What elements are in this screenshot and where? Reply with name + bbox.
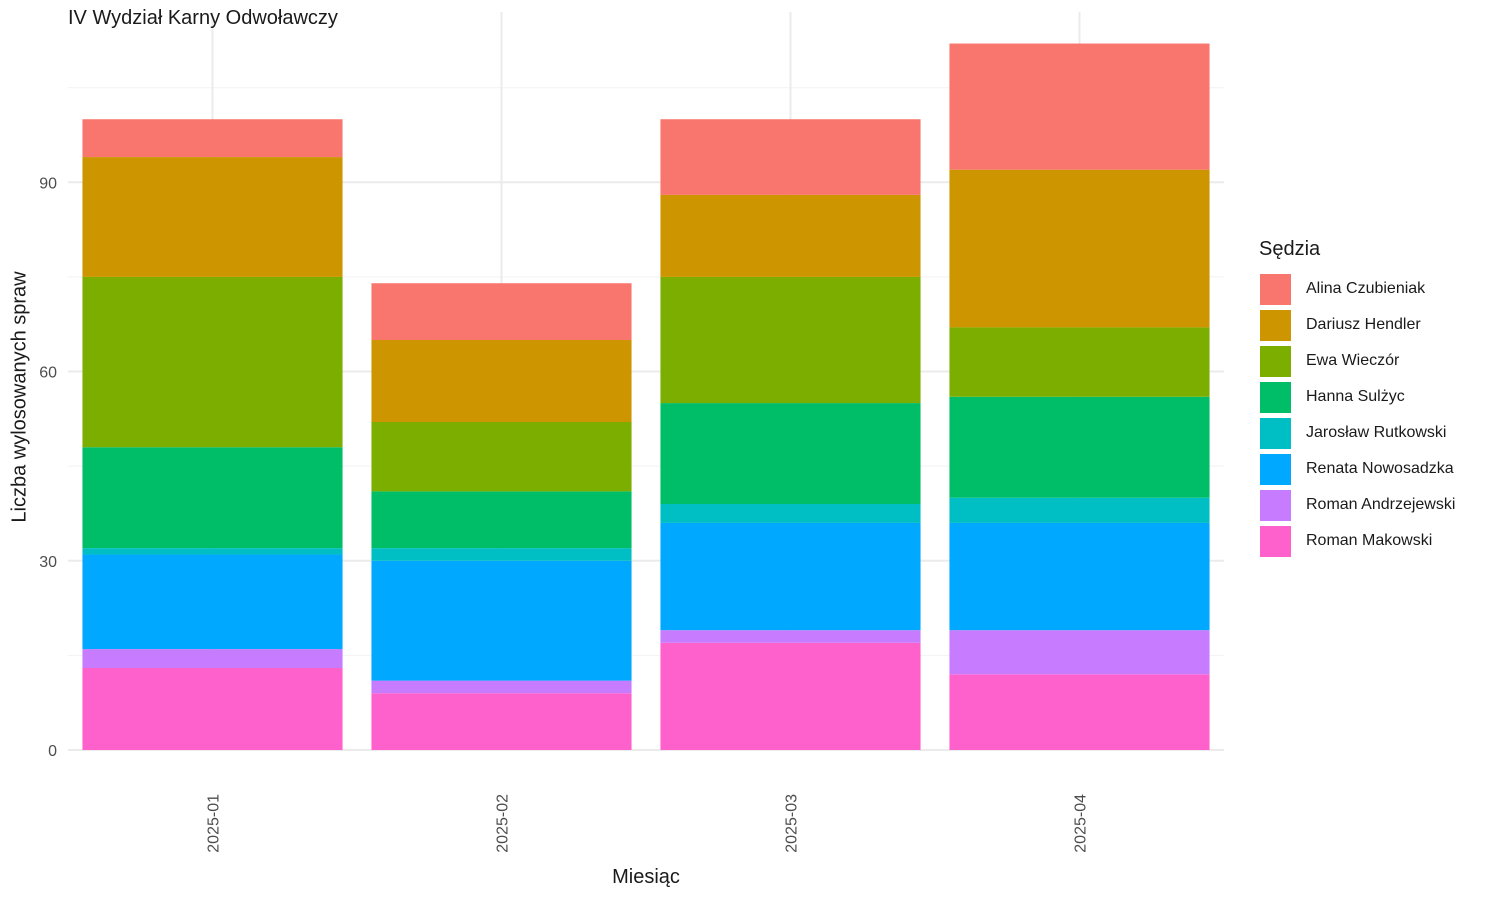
bar-segment [660, 276, 921, 404]
bar-segment [82, 157, 343, 277]
bar-segment [371, 693, 632, 750]
bar-segment [371, 491, 632, 549]
bar-segment [82, 554, 343, 650]
bar-segment [660, 504, 921, 523]
bar-segment [371, 548, 632, 561]
y-tick-label: 90 [39, 175, 57, 192]
bar-segment [371, 680, 632, 694]
legend-label: Jarosław Rutkowski [1306, 424, 1447, 441]
x-tick-label: 2025-03 [784, 794, 801, 853]
bar-segment [949, 43, 1210, 170]
legend-title: Sędzia [1259, 238, 1321, 260]
bar-segment [660, 642, 921, 750]
legend-label: Renata Nowosadzka [1306, 460, 1454, 477]
x-tick-label: 2025-01 [206, 794, 223, 853]
bar-segment [82, 668, 343, 750]
bar-segment [949, 396, 1210, 498]
legend-item: Jarosław Rutkowski [1259, 415, 1455, 451]
legend-label: Roman Makowski [1306, 532, 1433, 549]
legend-swatch [1259, 488, 1292, 522]
legend-label: Dariusz Hendler [1306, 316, 1421, 333]
legend-swatch [1259, 308, 1292, 342]
bar-segment [660, 403, 921, 504]
legend-item: Alina Czubieniak [1259, 271, 1455, 307]
legend-swatch [1259, 524, 1292, 558]
y-tick-label: 0 [48, 743, 57, 760]
x-tick-label: 2025-04 [1073, 794, 1090, 853]
bar-segment [371, 283, 632, 340]
legend-swatch [1259, 452, 1292, 486]
legend-label: Alina Czubieniak [1306, 280, 1426, 297]
bar-segment [82, 649, 343, 668]
y-tick-label: 60 [39, 365, 57, 382]
bar-segment [660, 522, 921, 631]
bar-segment [82, 447, 343, 549]
x-axis-label: Miesiąc [612, 866, 680, 888]
legend-item: Ewa Wieczór [1259, 343, 1455, 379]
chart-title: IV Wydział Karny Odwoławczy [68, 7, 338, 29]
legend-item: Roman Andrzejewski [1259, 487, 1455, 523]
bar-segment [660, 119, 921, 195]
bar-segment [949, 674, 1210, 750]
bar-segment [660, 630, 921, 643]
bar-segment [949, 497, 1210, 523]
legend-label: Ewa Wieczór [1306, 352, 1400, 369]
y-tick-label: 30 [39, 554, 57, 571]
bar-segment [371, 340, 632, 422]
bar-segment [82, 548, 343, 555]
legend-item: Hanna Sulżyc [1259, 379, 1455, 415]
bar-segment [371, 560, 632, 681]
bar-segment [949, 630, 1210, 675]
bar-segment [82, 119, 343, 158]
bar-segment [660, 194, 921, 277]
legend-swatch [1259, 344, 1292, 378]
bar-segment [949, 169, 1210, 328]
legend-swatch [1259, 272, 1292, 306]
legend-swatch [1259, 380, 1292, 414]
bar-segment [949, 327, 1210, 397]
x-tick-label: 2025-02 [495, 794, 512, 853]
legend-item: Dariusz Hendler [1259, 307, 1455, 343]
legend-item: Roman Makowski [1259, 523, 1455, 559]
bar-segment [82, 276, 343, 448]
legend-item: Renata Nowosadzka [1259, 451, 1455, 487]
bar-segment [949, 522, 1210, 631]
y-axis-label: Liczba wylosowanych spraw [8, 271, 31, 523]
bar-segment [371, 422, 632, 492]
legend-label: Hanna Sulżyc [1306, 388, 1405, 405]
legend: Sędzia Alina Czubieniak Dariusz Hendler Ew… [1259, 238, 1455, 559]
legend-label: Roman Andrzejewski [1306, 496, 1456, 513]
legend-swatch [1259, 416, 1292, 450]
